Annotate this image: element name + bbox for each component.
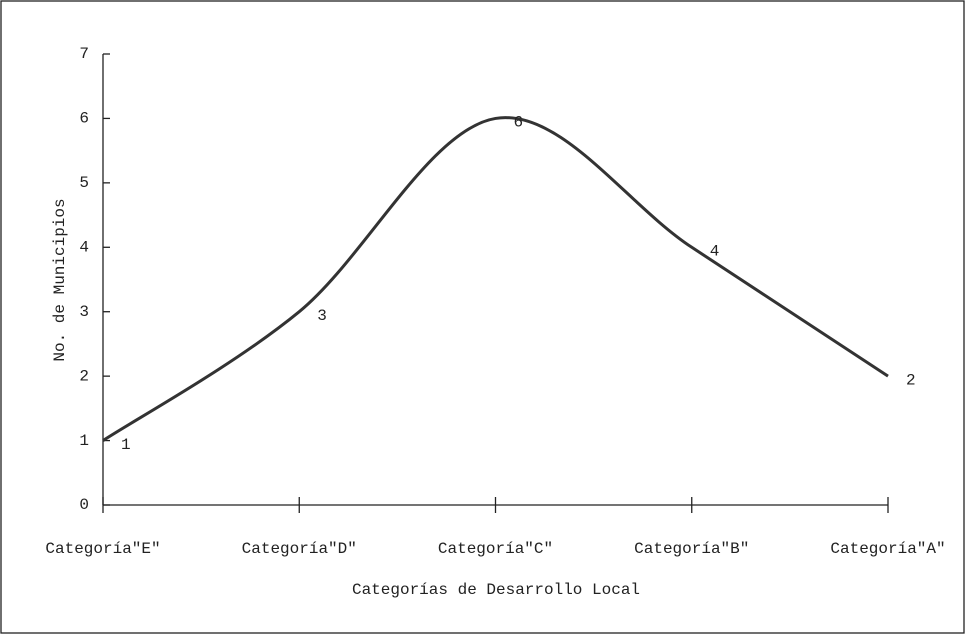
data-line [102, 116, 889, 442]
x-axis-title: Categorías de Desarrollo Local [352, 581, 640, 599]
x-tick-label: Categoría"B" [634, 540, 749, 558]
y-tick-label: 6 [79, 110, 89, 128]
x-tick-label: Categoría"D" [242, 540, 357, 558]
x-tick-label: Categoría"C" [438, 540, 553, 558]
y-tick-label: 2 [79, 367, 89, 385]
data-label: 1 [121, 436, 131, 454]
data-label: 3 [317, 307, 327, 325]
y-axis-title: No. de Municipios [51, 198, 69, 361]
x-tick-label: Categoría"A" [830, 540, 945, 558]
y-tick-label: 7 [79, 45, 89, 63]
data-label: 6 [514, 114, 524, 132]
data-label: 4 [710, 243, 720, 261]
y-tick-label: 1 [79, 432, 89, 450]
data-label: 2 [906, 371, 916, 389]
y-tick-label: 5 [79, 174, 89, 192]
x-tick-label: Categoría"E" [45, 540, 160, 558]
y-tick-label: 4 [79, 239, 89, 257]
y-tick-label: 0 [79, 496, 89, 514]
y-tick-label: 3 [79, 303, 89, 321]
